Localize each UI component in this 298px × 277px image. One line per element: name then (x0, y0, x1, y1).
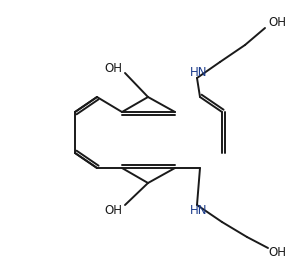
Text: HN: HN (190, 65, 207, 78)
Text: HN: HN (190, 204, 207, 217)
Text: OH: OH (104, 61, 122, 75)
Text: OH: OH (104, 204, 122, 217)
Text: OH: OH (268, 247, 286, 260)
Text: OH: OH (268, 16, 286, 29)
